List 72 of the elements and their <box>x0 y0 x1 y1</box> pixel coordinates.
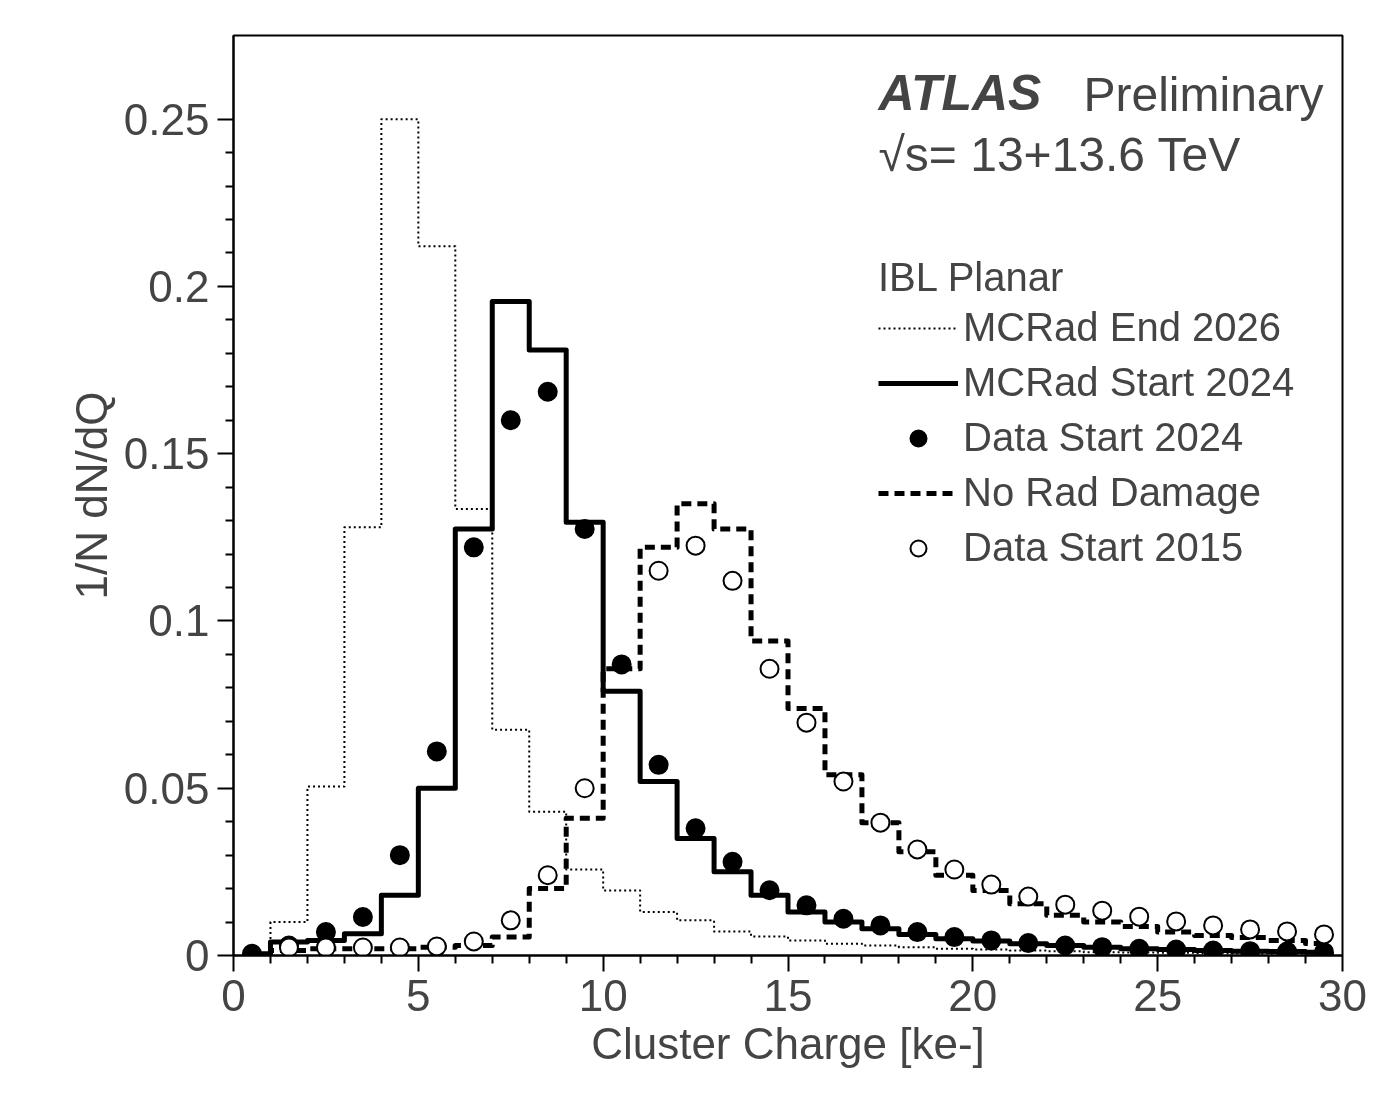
point <box>389 937 410 956</box>
point <box>426 741 447 762</box>
legend-label: MCRad Start 2024 <box>963 360 1295 405</box>
point <box>1166 911 1187 932</box>
point <box>907 922 928 943</box>
y-tick-label: 0.05 <box>123 763 210 813</box>
point <box>1018 886 1039 907</box>
point <box>574 518 595 539</box>
point <box>722 851 743 872</box>
point <box>1314 924 1335 945</box>
point <box>463 931 484 952</box>
point <box>648 754 669 775</box>
annotation: √s= 13+13.6 TeV <box>878 127 1241 181</box>
point <box>944 859 965 880</box>
point <box>870 915 891 936</box>
point <box>1277 921 1298 942</box>
x-tick-label: 15 <box>763 970 813 1020</box>
point <box>685 818 706 839</box>
point <box>944 927 965 948</box>
point <box>1166 939 1187 956</box>
legend-label: Data Start 2015 <box>963 525 1244 570</box>
point <box>537 865 558 886</box>
point <box>870 812 891 833</box>
point <box>833 771 854 792</box>
point <box>981 874 1002 895</box>
x-tick-label: 25 <box>1133 970 1183 1020</box>
point <box>352 937 373 956</box>
point <box>315 937 336 956</box>
y-tick-label: 0.1 <box>148 596 210 646</box>
y-tick-label: 0.15 <box>123 429 210 479</box>
point <box>463 537 484 558</box>
point <box>574 778 595 799</box>
y-tick-label: 0.2 <box>148 261 210 311</box>
annotation: ATLAS Preliminary <box>876 64 1324 121</box>
point <box>1092 900 1113 921</box>
point <box>352 907 373 928</box>
point <box>1240 919 1261 940</box>
point <box>796 895 817 916</box>
y-axis-title: 1/N dN/dQ <box>66 391 116 600</box>
point <box>500 410 521 431</box>
point <box>648 560 669 581</box>
point <box>796 712 817 733</box>
point <box>685 535 706 556</box>
y-tick-label: 0.25 <box>123 94 210 144</box>
point <box>759 880 780 901</box>
point <box>1129 938 1150 956</box>
point <box>426 936 447 956</box>
legend-label: No Rad Damage <box>963 470 1261 515</box>
y-tick-label: 0 <box>185 931 210 980</box>
x-tick-label: 30 <box>1318 970 1367 1020</box>
point <box>1018 933 1039 954</box>
legend-label: MCRad End 2026 <box>963 305 1281 350</box>
x-tick-label: 5 <box>406 970 431 1020</box>
point <box>1055 935 1076 956</box>
x-tick-label: 0 <box>221 970 246 1020</box>
legend-label: Data Start 2024 <box>963 415 1244 460</box>
point <box>722 570 743 591</box>
legend-title: IBL Planar <box>878 255 1065 300</box>
point <box>1055 894 1076 915</box>
point <box>1129 906 1150 927</box>
point <box>1092 937 1113 956</box>
point <box>389 845 410 866</box>
x-tick-label: 10 <box>578 970 628 1020</box>
point <box>537 381 558 402</box>
x-tick-label: 20 <box>948 970 998 1020</box>
point <box>500 910 521 931</box>
point <box>981 930 1002 951</box>
point <box>833 908 854 929</box>
x-axis-title: Cluster Charge [ke-] <box>591 1018 985 1068</box>
point <box>759 658 780 679</box>
point <box>1203 915 1224 936</box>
point <box>907 839 928 860</box>
